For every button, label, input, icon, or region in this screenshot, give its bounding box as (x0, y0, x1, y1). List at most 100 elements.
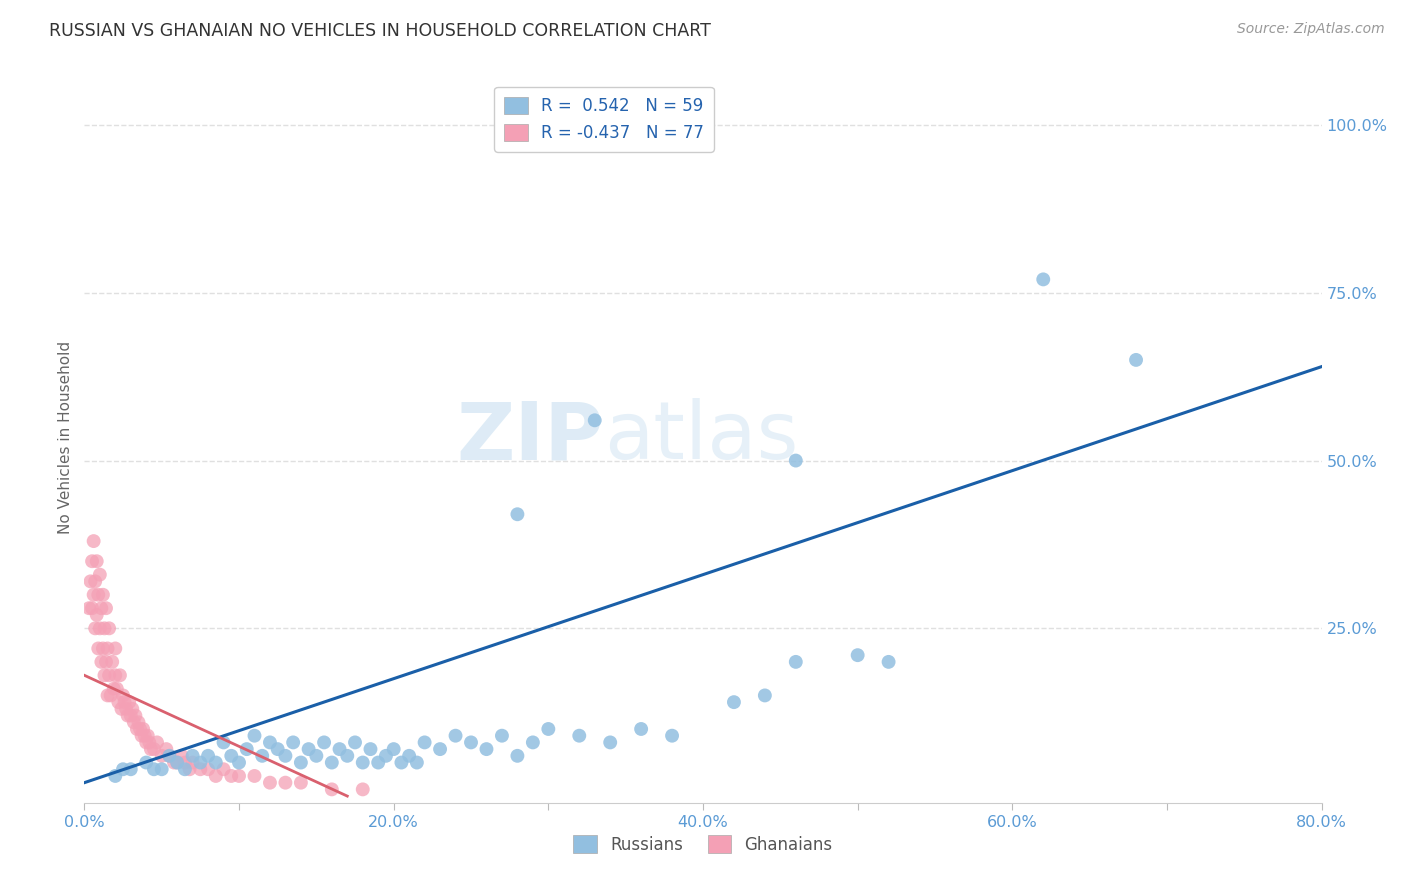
Point (267, 742, 290, 756)
Point (143, 762, 166, 776)
Point (343, 735, 366, 749)
Point (124, 708, 146, 723)
Point (120, 762, 142, 776)
Point (297, 742, 319, 756)
Point (103, 681, 125, 696)
Point (321, 782, 343, 797)
Point (166, 756, 188, 770)
Point (150, 748, 173, 763)
Point (661, 729, 683, 743)
Point (77, 601, 100, 615)
Point (87, 588, 110, 602)
Point (212, 735, 235, 749)
Point (93, 668, 115, 682)
Point (205, 769, 228, 783)
Point (197, 748, 219, 763)
Point (100, 689, 122, 703)
Point (360, 742, 382, 756)
Point (138, 735, 160, 749)
Point (86, 554, 108, 568)
Point (84, 621, 107, 635)
Point (382, 742, 405, 756)
Point (181, 756, 204, 770)
Point (82, 554, 104, 568)
Point (94, 601, 117, 615)
Point (188, 756, 211, 770)
Point (281, 735, 305, 749)
Point (90, 655, 112, 669)
Text: RUSSIAN VS GHANAIAN NO VEHICLES IN HOUSEHOLD CORRELATION CHART: RUSSIAN VS GHANAIAN NO VEHICLES IN HOUSE… (49, 22, 711, 40)
Point (506, 748, 529, 763)
Point (413, 735, 436, 749)
Point (143, 742, 166, 756)
Point (83, 534, 105, 549)
Point (104, 769, 127, 783)
Point (117, 708, 139, 723)
Point (91, 588, 114, 602)
Point (328, 742, 352, 756)
Point (475, 742, 498, 756)
Point (79, 574, 101, 589)
Point (219, 769, 242, 783)
Point (389, 756, 413, 770)
Point (131, 729, 153, 743)
Point (1032, 272, 1054, 286)
Point (398, 748, 420, 763)
Point (219, 748, 242, 763)
Point (89, 567, 111, 582)
Point (444, 729, 467, 743)
Point (139, 742, 162, 756)
Point (108, 668, 131, 682)
Point (181, 748, 204, 763)
Point (174, 756, 197, 770)
Point (136, 729, 159, 743)
Point (179, 762, 201, 776)
Point (135, 756, 157, 770)
Point (170, 748, 193, 763)
Point (104, 668, 127, 682)
Point (305, 748, 328, 763)
Point (259, 735, 281, 749)
Point (205, 756, 228, 770)
Point (367, 756, 389, 770)
Point (104, 641, 127, 656)
Point (274, 775, 297, 789)
Point (197, 762, 219, 776)
Point (460, 735, 482, 749)
Point (312, 735, 335, 749)
Point (228, 756, 250, 770)
Y-axis label: No Vehicles in Household: No Vehicles in Household (58, 341, 73, 533)
Point (120, 708, 142, 723)
Point (188, 762, 211, 776)
Point (374, 748, 398, 763)
Point (352, 782, 374, 797)
Point (243, 769, 266, 783)
Point (405, 756, 427, 770)
Point (1125, 352, 1147, 367)
Point (91, 641, 114, 656)
Point (115, 702, 138, 716)
Point (121, 702, 143, 716)
Point (122, 715, 145, 730)
Point (129, 722, 152, 736)
Point (82, 601, 104, 615)
Text: atlas: atlas (605, 398, 799, 476)
Point (96, 641, 118, 656)
Point (86, 607, 108, 622)
Point (723, 695, 745, 709)
Point (537, 722, 560, 736)
Point (352, 756, 374, 770)
Point (846, 648, 869, 662)
Point (785, 453, 807, 467)
Point (522, 735, 544, 749)
Point (163, 756, 186, 770)
Point (87, 641, 110, 656)
Point (785, 655, 807, 669)
Point (506, 508, 529, 522)
Point (336, 748, 359, 763)
Point (754, 689, 776, 703)
Point (212, 762, 235, 776)
Legend: Russians, Ghanaians: Russians, Ghanaians (567, 829, 839, 860)
Point (583, 413, 606, 427)
Point (83, 588, 105, 602)
